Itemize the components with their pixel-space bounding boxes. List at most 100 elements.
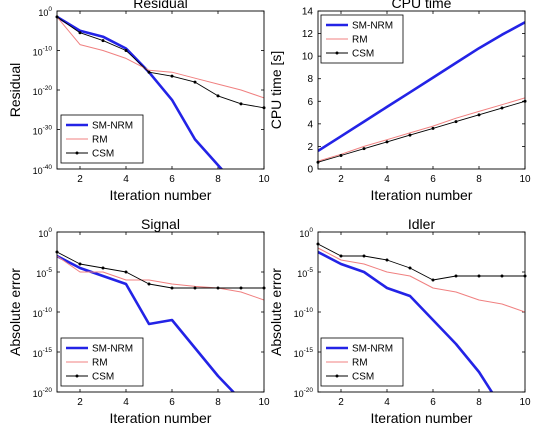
legend: SM-NRM RM CSM: [61, 338, 143, 386]
data-point-csm: [79, 263, 82, 266]
series-line-rm: [318, 248, 525, 312]
data-point-csm: [148, 71, 151, 74]
data-point-csm: [363, 147, 366, 150]
data-point-csm: [455, 275, 458, 278]
series-line-smnrm: [57, 17, 264, 191]
y-axis-label: Absolute error: [7, 268, 23, 356]
y-tick-label: 10-15: [33, 347, 53, 359]
x-tick-label: 8: [215, 174, 221, 185]
legend-label-smnrm: SM-NRM: [352, 21, 393, 32]
legend-label-smnrm: SM-NRM: [352, 344, 393, 355]
x-tick-label: 6: [169, 174, 175, 185]
x-axis-label: Iteration number: [110, 187, 212, 203]
x-tick-label: 10: [258, 397, 270, 408]
data-point-csm: [125, 49, 128, 52]
x-axis-label: Iteration number: [110, 410, 212, 426]
x-tick-label: 10: [519, 174, 531, 185]
series-line-csm: [318, 244, 525, 280]
data-point-csm: [240, 287, 243, 290]
legend: SM-NRM RM CSM: [321, 338, 403, 386]
x-tick-label: 4: [384, 397, 390, 408]
y-tick-label: 6: [307, 97, 313, 108]
legend-label-rm: RM: [92, 358, 108, 369]
x-tick-label: 4: [123, 397, 129, 408]
x-tick-label: 8: [215, 397, 221, 408]
y-tick-label: 10-20: [294, 387, 314, 399]
chart-title: CPU time: [392, 0, 452, 11]
y-tick-label: 100: [299, 227, 313, 239]
series-line-rm: [57, 256, 264, 300]
data-point-csm: [194, 81, 197, 84]
y-tick-label: 100: [38, 227, 52, 239]
x-tick-label: 2: [338, 174, 344, 185]
data-point-csm: [171, 287, 174, 290]
data-point-csm: [240, 102, 243, 105]
panel-2: CPU time 2 4 6 8 10 0 2 4 6 8 10 12 14 Iteration numbe…: [268, 0, 531, 203]
data-point-csm: [501, 107, 504, 110]
legend-label-csm: CSM: [92, 149, 114, 160]
y-tick-label: 4: [307, 119, 313, 130]
data-point-csm: [501, 275, 504, 278]
data-point-csm: [340, 255, 343, 258]
x-tick-label: 2: [338, 397, 344, 408]
y-axis-label: Residual: [7, 63, 23, 117]
y-tick-label: 12: [302, 29, 314, 40]
x-tick-label: 10: [519, 397, 531, 408]
data-point-csm: [171, 75, 174, 78]
x-tick-label: 8: [476, 397, 482, 408]
x-tick-label: 6: [169, 397, 175, 408]
legend-label-smnrm: SM-NRM: [92, 344, 133, 355]
y-tick-label: 100: [38, 6, 52, 18]
data-point-csm: [363, 255, 366, 258]
data-point-csm: [217, 287, 220, 290]
series-line-csm: [57, 17, 264, 108]
chart-title: Signal: [141, 216, 180, 232]
chart-title: Residual: [133, 0, 187, 11]
chart-title: Idler: [408, 216, 436, 232]
x-tick-label: 6: [430, 174, 436, 185]
legend-label-csm: CSM: [92, 372, 114, 383]
panel-4: Idler 2 4 6 8 10 100 10-5 10-10 10-15 10-20 Iterati…: [268, 216, 531, 426]
panel-3: Signal 2 4 6 8 10 100 10-5 10-10 10-15 10-20 Iterat…: [7, 216, 270, 426]
x-tick-label: 4: [123, 174, 129, 185]
data-point-csm: [125, 271, 128, 274]
y-tick-label: 10-20: [33, 387, 53, 399]
data-point-csm: [148, 283, 151, 286]
y-tick-label: 10-10: [33, 46, 53, 58]
x-tick-label: 8: [476, 174, 482, 185]
data-point-csm: [102, 39, 105, 42]
legend-label-rm: RM: [92, 135, 108, 146]
data-point-csm: [478, 113, 481, 116]
x-tick-label: 2: [77, 174, 83, 185]
data-point-csm: [432, 279, 435, 282]
y-tick-label: 0: [307, 165, 313, 176]
y-tick-label: 10: [302, 52, 314, 63]
x-tick-label: 4: [384, 174, 390, 185]
y-axis-label: Absolute error: [268, 268, 284, 356]
legend: SM-NRM RM CSM: [61, 115, 143, 163]
legend-label-csm: CSM: [352, 49, 374, 60]
legend-marker-csm: [336, 52, 339, 55]
data-point-csm: [432, 127, 435, 130]
y-tick-label: 10-10: [294, 307, 314, 319]
legend-marker-csm: [76, 152, 79, 155]
y-tick-label: 14: [302, 7, 314, 18]
panel-1: Residual 2 4 6 8 10 100 10-10 10-20 10-30 10-40 Ite…: [7, 0, 270, 203]
x-tick-label: 6: [430, 397, 436, 408]
x-axis-label: Iteration number: [371, 410, 473, 426]
y-axis-label: CPU time [s]: [268, 51, 284, 130]
legend-label-smnrm: SM-NRM: [92, 121, 133, 132]
y-tick-label: 10-40: [33, 164, 53, 176]
data-point-csm: [409, 267, 412, 270]
x-tick-label: 2: [77, 397, 83, 408]
y-tick-label: 10-5: [297, 267, 313, 279]
data-point-csm: [386, 140, 389, 143]
y-tick-label: 8: [307, 74, 313, 85]
legend: SM-NRM RM CSM: [321, 15, 403, 63]
data-point-csm: [102, 267, 105, 270]
y-tick-label: 2: [307, 142, 313, 153]
series-line-rm: [318, 98, 525, 161]
data-point-csm: [409, 134, 412, 137]
data-point-csm: [340, 154, 343, 157]
